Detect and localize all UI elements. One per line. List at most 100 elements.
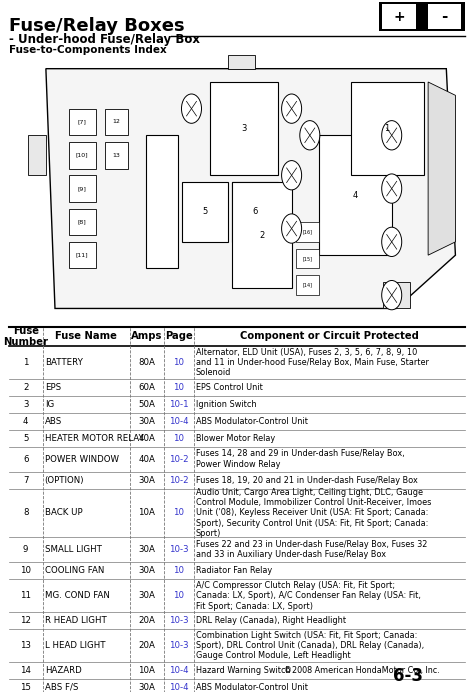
Bar <box>296 275 319 295</box>
Text: 11: 11 <box>20 591 31 600</box>
Text: R HEAD LIGHT: R HEAD LIGHT <box>45 616 107 625</box>
Text: MG. COND FAN: MG. COND FAN <box>45 591 109 600</box>
Text: 60A: 60A <box>138 383 155 392</box>
Text: HAZARD: HAZARD <box>45 666 82 675</box>
Text: Audio Unit, Cargo Area Light, Ceiling Light, DLC, Gauge
Control Module, Immobili: Audio Unit, Cargo Area Light, Ceiling Li… <box>196 488 431 538</box>
Bar <box>69 142 96 169</box>
Text: Fuse
Number: Fuse Number <box>3 325 48 347</box>
Text: [10]: [10] <box>76 153 89 158</box>
Text: 9: 9 <box>23 545 28 554</box>
Circle shape <box>282 94 301 123</box>
Text: 10-4: 10-4 <box>169 417 189 426</box>
Text: +: + <box>393 10 405 24</box>
Text: SMALL LIGHT: SMALL LIGHT <box>45 545 101 554</box>
Bar <box>69 109 96 136</box>
Text: 30A: 30A <box>138 683 155 692</box>
Text: - Under-hood Fuse/Relay Box: - Under-hood Fuse/Relay Box <box>9 33 201 46</box>
Bar <box>105 142 128 169</box>
Text: 4: 4 <box>23 417 28 426</box>
Text: 8: 8 <box>23 509 28 518</box>
Polygon shape <box>27 136 46 175</box>
Text: 10: 10 <box>173 383 184 392</box>
Bar <box>232 182 278 242</box>
Text: 30A: 30A <box>138 475 155 484</box>
Text: 20A: 20A <box>138 616 155 625</box>
Text: Amps: Amps <box>131 331 163 341</box>
Text: 10-4: 10-4 <box>169 666 189 675</box>
Text: ABS Modulator-Control Unit: ABS Modulator-Control Unit <box>196 683 308 692</box>
Text: 15: 15 <box>20 683 31 692</box>
Circle shape <box>382 174 402 203</box>
Text: 10-1: 10-1 <box>169 400 189 409</box>
Text: 10: 10 <box>173 591 184 600</box>
Text: 10: 10 <box>173 358 184 367</box>
Text: 40A: 40A <box>138 455 155 464</box>
Text: (OPTION): (OPTION) <box>45 475 84 484</box>
Text: 3: 3 <box>241 124 246 133</box>
Circle shape <box>382 280 402 310</box>
Polygon shape <box>228 55 255 69</box>
Text: 50A: 50A <box>138 400 155 409</box>
Text: HEATER MOTOR RELAY: HEATER MOTOR RELAY <box>45 434 144 443</box>
Text: Fuse-to-Components Index: Fuse-to-Components Index <box>9 45 167 55</box>
Text: 30A: 30A <box>138 417 155 426</box>
Text: 1: 1 <box>384 124 390 133</box>
Bar <box>146 136 178 268</box>
Text: A/C Compressor Clutch Relay (USA: Fit, Fit Sport;
Canada: LX, Sport), A/C Conden: A/C Compressor Clutch Relay (USA: Fit, F… <box>196 581 421 610</box>
Text: 10-3: 10-3 <box>169 545 189 554</box>
Text: 10-2: 10-2 <box>169 475 189 484</box>
Text: Fuses 18, 19, 20 and 21 in Under-dash Fuse/Relay Box: Fuses 18, 19, 20 and 21 in Under-dash Fu… <box>196 475 418 484</box>
Text: 10: 10 <box>173 566 184 575</box>
Text: 4: 4 <box>353 191 358 200</box>
Circle shape <box>300 120 320 150</box>
Text: 3: 3 <box>23 400 28 409</box>
Bar <box>69 242 96 268</box>
Text: 30A: 30A <box>138 591 155 600</box>
Text: 13: 13 <box>112 153 120 158</box>
Circle shape <box>382 120 402 150</box>
Text: Fuses 14, 28 and 29 in Under-dash Fuse/Relay Box,
Power Window Relay: Fuses 14, 28 and 29 in Under-dash Fuse/R… <box>196 449 405 469</box>
Text: [9]: [9] <box>78 186 87 191</box>
Text: 6: 6 <box>253 208 258 217</box>
Text: 2: 2 <box>259 230 264 239</box>
Text: 10A: 10A <box>138 666 155 675</box>
Circle shape <box>282 161 301 190</box>
Text: 80A: 80A <box>138 358 155 367</box>
Bar <box>210 82 278 175</box>
Text: Combination Light Switch (USA: Fit, Fit Sport; Canada:
Sport), DRL Control Unit : Combination Light Switch (USA: Fit, Fit … <box>196 630 424 660</box>
Bar <box>319 136 392 255</box>
Text: 13: 13 <box>20 641 31 650</box>
Bar <box>428 4 461 29</box>
Text: DRL Relay (Canada), Right Headlight: DRL Relay (Canada), Right Headlight <box>196 616 346 625</box>
Text: 7: 7 <box>23 475 28 484</box>
Text: 40A: 40A <box>138 434 155 443</box>
Bar <box>232 182 292 289</box>
Text: 10A: 10A <box>138 509 155 518</box>
Text: COOLING FAN: COOLING FAN <box>45 566 104 575</box>
Polygon shape <box>428 82 456 255</box>
Text: [16]: [16] <box>302 229 312 235</box>
Text: Fuse Name: Fuse Name <box>55 331 117 341</box>
Polygon shape <box>46 69 456 309</box>
Text: 5: 5 <box>23 434 28 443</box>
Text: EPS: EPS <box>45 383 61 392</box>
Text: 10-3: 10-3 <box>169 641 189 650</box>
Text: -: - <box>441 9 447 24</box>
Bar <box>105 109 128 136</box>
Text: [8]: [8] <box>78 219 87 224</box>
Text: IG: IG <box>45 400 54 409</box>
Bar <box>69 208 96 235</box>
Text: 30A: 30A <box>138 566 155 575</box>
Text: 2: 2 <box>23 383 28 392</box>
Text: 10: 10 <box>20 566 31 575</box>
Text: [14]: [14] <box>302 282 312 288</box>
Text: 10: 10 <box>173 509 184 518</box>
Text: Page: Page <box>165 331 192 341</box>
Text: 12: 12 <box>112 120 120 125</box>
Text: ©2008 American HondaMotor Co., Inc.: ©2008 American HondaMotor Co., Inc. <box>284 666 440 675</box>
Text: Blower Motor Relay: Blower Motor Relay <box>196 434 275 443</box>
Text: 10-2: 10-2 <box>169 455 189 464</box>
Text: Fuses 22 and 23 in Under-dash Fuse/Relay Box, Fuses 32
and 33 in Auxiliary Under: Fuses 22 and 23 in Under-dash Fuse/Relay… <box>196 540 428 560</box>
Circle shape <box>282 214 301 243</box>
Text: [11]: [11] <box>76 253 89 257</box>
